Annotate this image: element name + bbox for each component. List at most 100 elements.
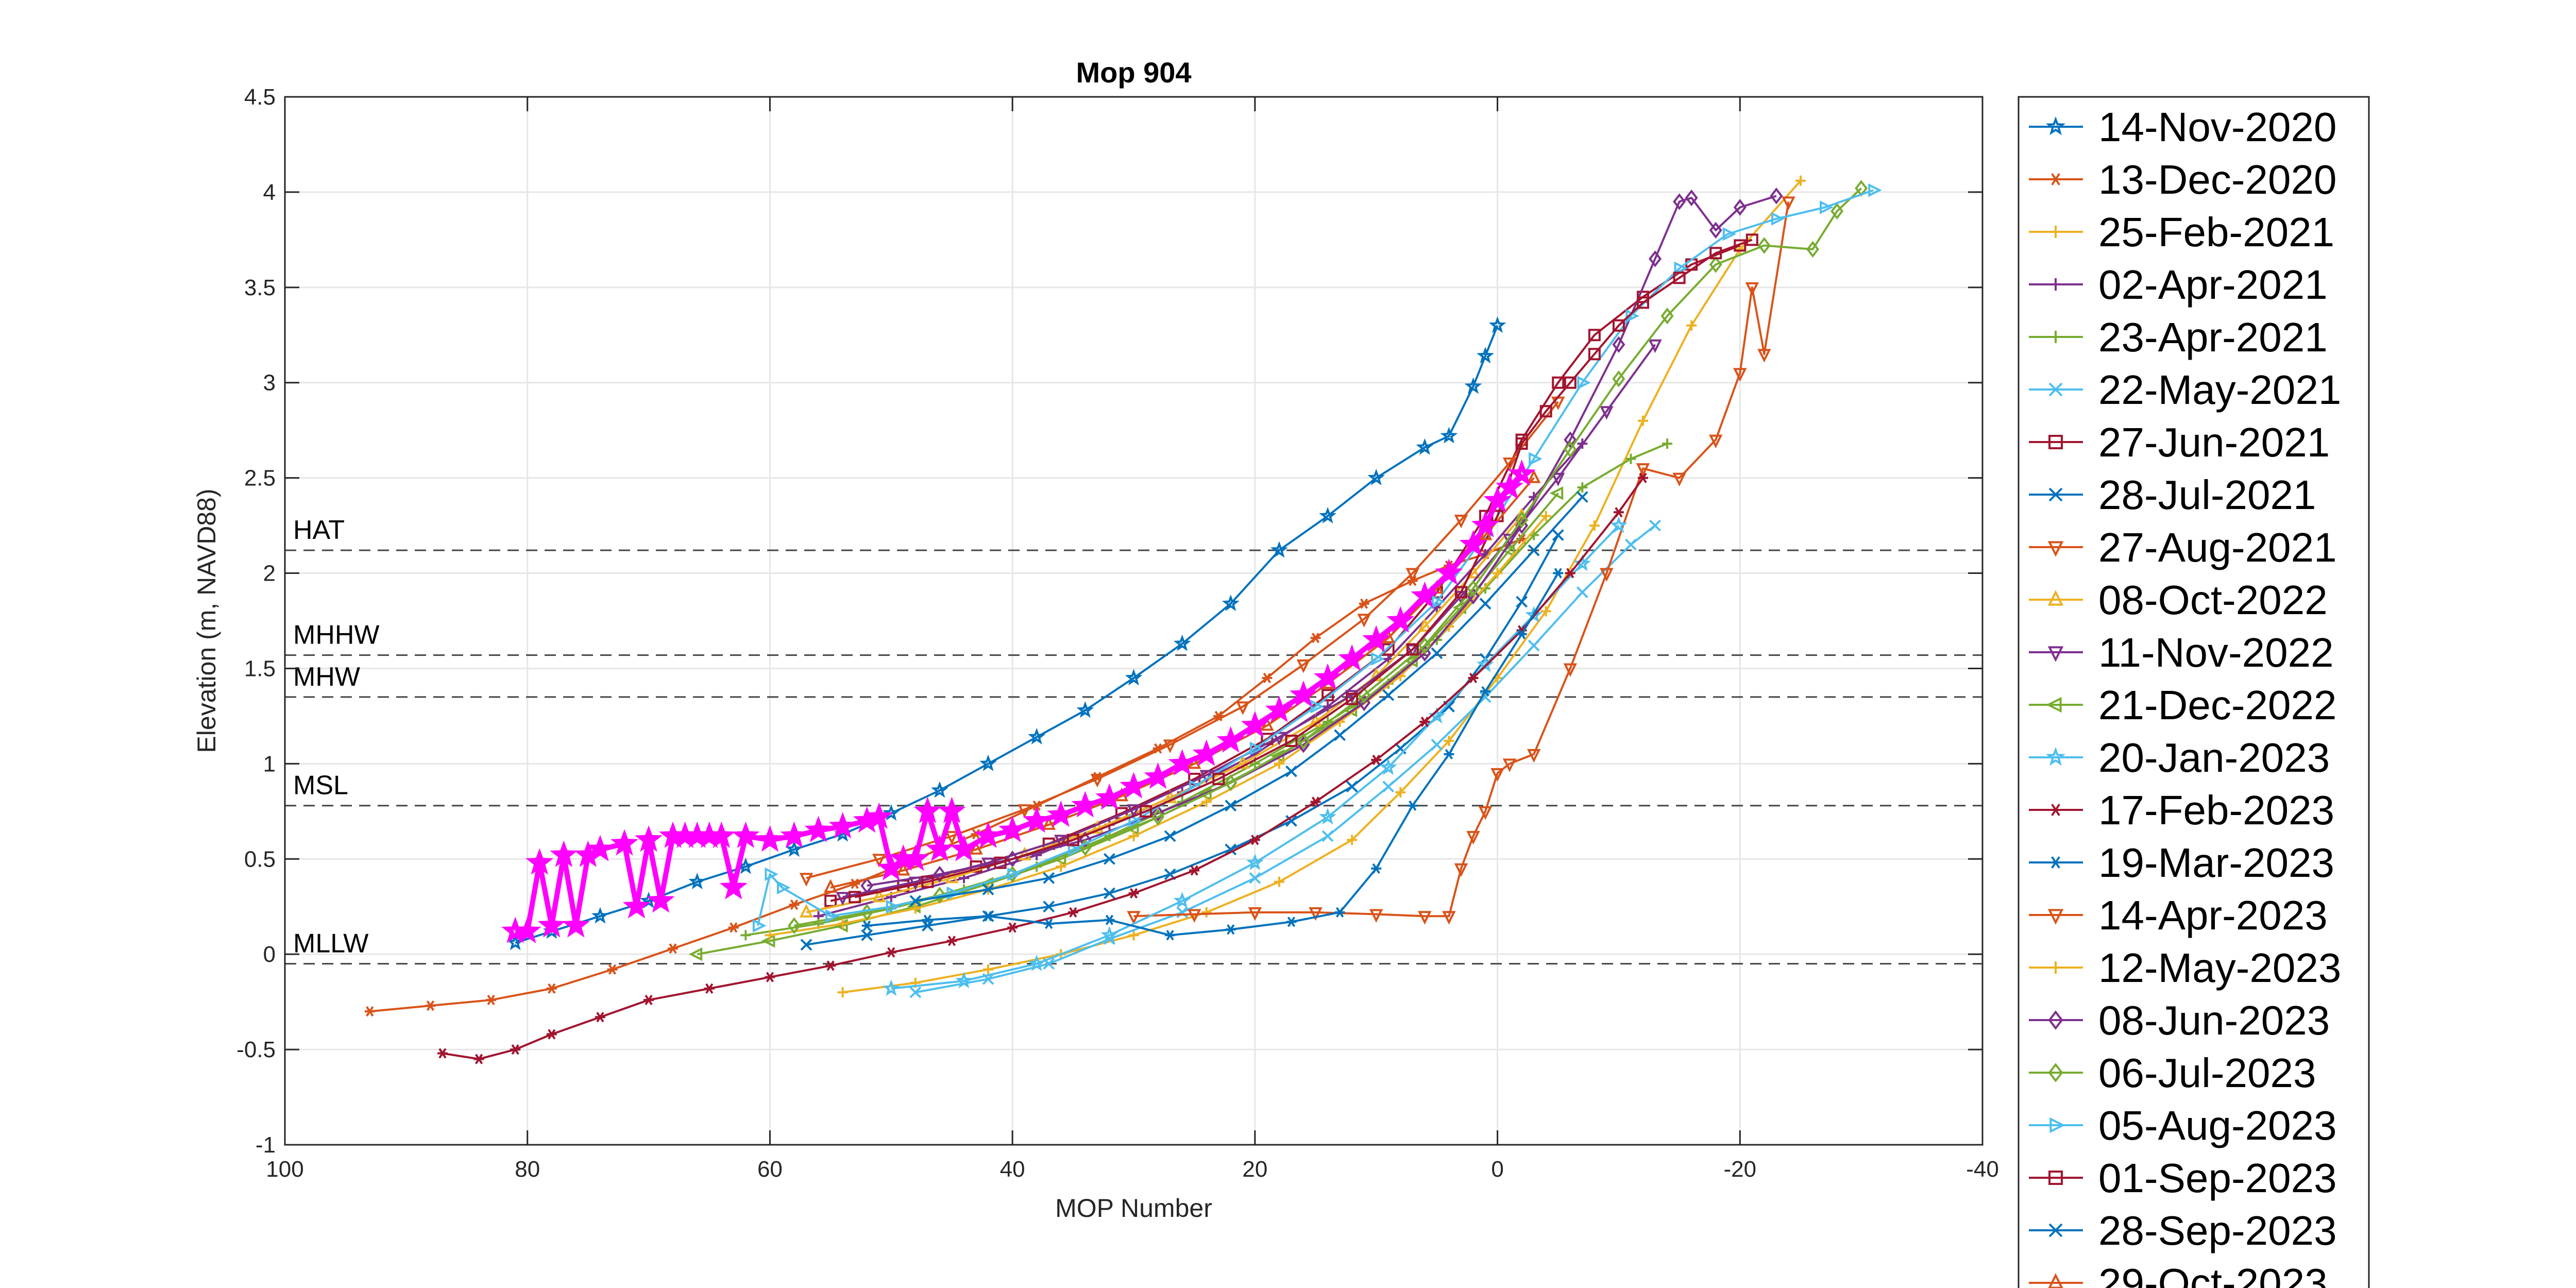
plot-frame bbox=[284, 96, 1984, 1146]
legend-item: 27-Aug-2021 bbox=[2029, 524, 2337, 570]
data-point bbox=[824, 894, 837, 907]
data-point bbox=[1625, 453, 1636, 464]
data-point bbox=[1127, 804, 1141, 818]
chart-title: Mop 904 bbox=[1076, 56, 1191, 89]
data-point bbox=[1488, 316, 1506, 333]
y-tick-label: 2.5 bbox=[244, 466, 276, 491]
data-point bbox=[1442, 911, 1456, 925]
data-point bbox=[1140, 805, 1153, 818]
y-tick-label: 4.5 bbox=[244, 84, 276, 110]
data-point bbox=[1007, 922, 1018, 933]
series-line bbox=[915, 524, 1656, 994]
y-tick-label: 4 bbox=[263, 180, 276, 205]
data-point bbox=[910, 903, 921, 914]
data-point bbox=[1471, 511, 1499, 538]
data-point bbox=[1480, 686, 1491, 697]
data-point bbox=[896, 861, 910, 876]
reference-label-mhw: MHW bbox=[293, 662, 360, 692]
legend-marker bbox=[2049, 331, 2062, 343]
data-point bbox=[1411, 581, 1439, 608]
legend-marker bbox=[2048, 1171, 2063, 1185]
data-point bbox=[1067, 907, 1078, 918]
legend-item: 28-Jul-2021 bbox=[2029, 472, 2316, 518]
legend-label: 21-Dec-2022 bbox=[2098, 682, 2337, 728]
data-point bbox=[1246, 853, 1264, 871]
x-tick-label: -40 bbox=[1966, 1157, 1999, 1182]
data-point bbox=[1314, 663, 1342, 690]
data-point bbox=[1527, 469, 1541, 483]
y-tick-label: 1.5 bbox=[244, 656, 276, 681]
data-point bbox=[1600, 406, 1614, 420]
legend-marker bbox=[2049, 856, 2062, 869]
legend-item: 11-Nov-2022 bbox=[2029, 630, 2334, 675]
data-point bbox=[1577, 482, 1588, 493]
data-point bbox=[1479, 691, 1492, 703]
reference-label-mllw: MLLW bbox=[293, 929, 368, 959]
legend-item: 01-Sep-2023 bbox=[2029, 1155, 2337, 1201]
data-point bbox=[1290, 680, 1317, 707]
legend-label: 28-Jul-2021 bbox=[2098, 472, 2316, 518]
data-point bbox=[828, 812, 857, 839]
data-point bbox=[1236, 701, 1250, 715]
series-line bbox=[842, 344, 1656, 899]
data-point bbox=[1367, 468, 1385, 486]
data-point bbox=[1540, 606, 1551, 617]
data-point bbox=[611, 829, 638, 856]
legend-label: 23-Apr-2021 bbox=[2098, 314, 2328, 360]
data-point bbox=[486, 994, 497, 1006]
data-point bbox=[1552, 529, 1564, 541]
data-point bbox=[1310, 796, 1321, 807]
data-point bbox=[1028, 954, 1046, 972]
x-tick-label: 80 bbox=[515, 1157, 540, 1182]
legend-marker bbox=[2048, 487, 2063, 502]
legend-item: 21-Dec-2022 bbox=[2029, 682, 2337, 728]
legend-marker bbox=[2048, 1063, 2063, 1082]
data-point bbox=[643, 994, 654, 1006]
data-point bbox=[1357, 614, 1371, 628]
legend-item: 08-Oct-2022 bbox=[2029, 577, 2328, 623]
data-point bbox=[704, 983, 715, 994]
data-point bbox=[1248, 907, 1262, 921]
data-point bbox=[1222, 594, 1240, 612]
data-point bbox=[1685, 189, 1698, 207]
data-point bbox=[1023, 806, 1051, 833]
data-point bbox=[913, 796, 942, 823]
data-point bbox=[860, 877, 874, 894]
data-point bbox=[861, 929, 873, 941]
data-point bbox=[1274, 876, 1284, 887]
data-point bbox=[1224, 774, 1238, 791]
data-point bbox=[740, 930, 751, 941]
data-point bbox=[607, 964, 618, 975]
data-point bbox=[1125, 669, 1143, 686]
data-point bbox=[933, 866, 946, 883]
data-point bbox=[1418, 637, 1431, 654]
data-point bbox=[1144, 762, 1172, 789]
data-point bbox=[1007, 867, 1021, 882]
data-point bbox=[1733, 199, 1747, 216]
data-point bbox=[982, 884, 994, 895]
legend-label: 11-Nov-2022 bbox=[2098, 630, 2334, 675]
data-point bbox=[933, 887, 946, 904]
data-point bbox=[1405, 568, 1420, 582]
data-point bbox=[1466, 580, 1480, 597]
data-point bbox=[983, 911, 994, 922]
data-point bbox=[1163, 789, 1177, 803]
legend-item: 22-May-2021 bbox=[2029, 367, 2341, 413]
data-point bbox=[591, 907, 609, 924]
legend-label: 12-May-2023 bbox=[2098, 945, 2341, 991]
series-line bbox=[369, 538, 1522, 1013]
legend-item: 14-Apr-2023 bbox=[2029, 892, 2328, 938]
legend-label: 01-Sep-2023 bbox=[2098, 1155, 2337, 1201]
data-point bbox=[882, 979, 900, 996]
legend-marker bbox=[2049, 804, 2062, 816]
data-point bbox=[732, 821, 760, 848]
data-point bbox=[1496, 472, 1524, 500]
y-tick-label: -0.5 bbox=[236, 1037, 276, 1062]
data-point bbox=[1379, 758, 1397, 775]
data-point bbox=[804, 816, 833, 842]
data-point bbox=[1418, 911, 1432, 925]
x-tick-label: 100 bbox=[266, 1157, 303, 1182]
series-highlight bbox=[501, 459, 1536, 943]
data-point bbox=[946, 936, 957, 946]
data-point bbox=[1056, 861, 1066, 872]
